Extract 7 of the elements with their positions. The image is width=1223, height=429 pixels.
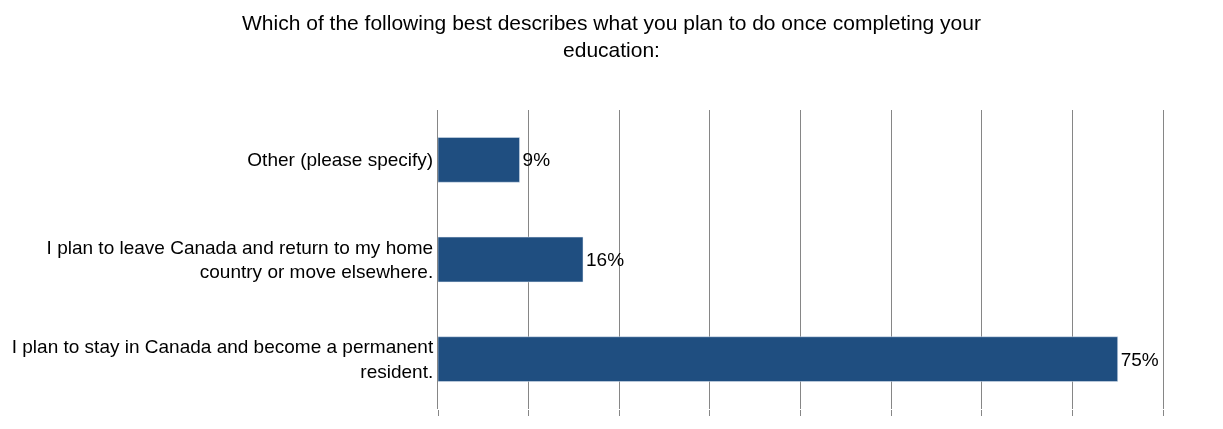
data-label: 75% <box>1120 348 1159 370</box>
chart-title: Which of the following best describes what you plan to do once completing your education: <box>242 11 981 62</box>
y-tick-label: Other (please specify) <box>247 149 434 171</box>
y-tick-label: I plan to leave Canada and return to my home country or move elsewhere. <box>46 236 434 283</box>
y-tick-label: I plan to stay in Canada and become a permanent resident. <box>11 336 434 383</box>
data-label: 16% <box>586 249 625 271</box>
data-label: 9% <box>522 149 551 171</box>
